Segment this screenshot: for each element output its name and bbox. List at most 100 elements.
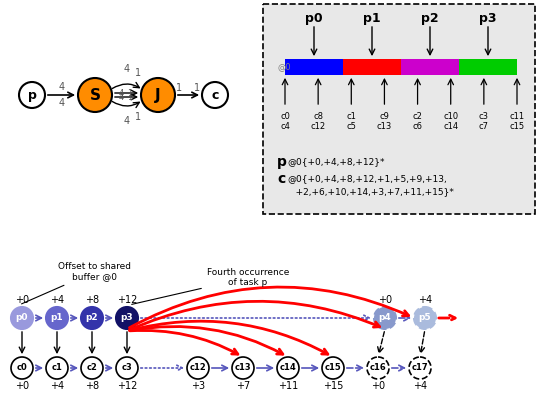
Text: p: p bbox=[27, 88, 37, 101]
Text: @0: @0 bbox=[277, 63, 291, 71]
Text: 4: 4 bbox=[119, 88, 124, 98]
Text: +4: +4 bbox=[50, 381, 64, 391]
Circle shape bbox=[78, 78, 112, 112]
Text: c12: c12 bbox=[189, 364, 207, 372]
Text: p0: p0 bbox=[305, 12, 323, 25]
Text: p3: p3 bbox=[479, 12, 497, 25]
Text: p1: p1 bbox=[363, 12, 381, 25]
Text: 1: 1 bbox=[194, 83, 200, 93]
Circle shape bbox=[409, 357, 431, 379]
Text: +8: +8 bbox=[85, 381, 99, 391]
Text: +0: +0 bbox=[378, 295, 392, 305]
Text: +4: +4 bbox=[418, 295, 432, 305]
Text: c: c bbox=[277, 172, 285, 186]
FancyBboxPatch shape bbox=[263, 4, 535, 214]
Text: c7: c7 bbox=[479, 121, 489, 131]
Text: p0: p0 bbox=[16, 314, 29, 322]
Text: +0: +0 bbox=[15, 295, 29, 305]
Circle shape bbox=[11, 307, 33, 329]
Text: 1: 1 bbox=[176, 83, 182, 93]
Text: c17: c17 bbox=[412, 364, 428, 372]
Text: c: c bbox=[211, 88, 218, 101]
Circle shape bbox=[46, 357, 68, 379]
Text: J: J bbox=[155, 88, 161, 103]
Text: +8: +8 bbox=[85, 295, 99, 305]
Text: c0: c0 bbox=[280, 111, 290, 121]
Text: c12: c12 bbox=[310, 121, 325, 131]
Text: 1: 1 bbox=[127, 93, 132, 101]
Text: p5: p5 bbox=[419, 314, 431, 322]
Text: p: p bbox=[277, 155, 287, 169]
Circle shape bbox=[81, 357, 103, 379]
Text: c10: c10 bbox=[443, 111, 458, 121]
Text: c0: c0 bbox=[17, 364, 27, 372]
Text: Fourth occurrence
of task p: Fourth occurrence of task p bbox=[132, 268, 289, 304]
Circle shape bbox=[414, 307, 436, 329]
Circle shape bbox=[116, 307, 138, 329]
Circle shape bbox=[19, 82, 45, 108]
Circle shape bbox=[81, 307, 103, 329]
Text: c5: c5 bbox=[346, 121, 356, 131]
Bar bbox=[401, 59, 459, 75]
Bar bbox=[285, 59, 343, 75]
Text: 4: 4 bbox=[123, 64, 130, 74]
Text: c2: c2 bbox=[413, 111, 422, 121]
Text: +15: +15 bbox=[323, 381, 343, 391]
Text: c6: c6 bbox=[413, 121, 422, 131]
Circle shape bbox=[46, 307, 68, 329]
Text: @0{+0,+4,+8,+12,+1,+5,+9,+13,: @0{+0,+4,+8,+12,+1,+5,+9,+13, bbox=[287, 174, 447, 183]
Text: c14: c14 bbox=[280, 364, 296, 372]
Text: 4: 4 bbox=[59, 82, 65, 92]
Text: c4: c4 bbox=[280, 121, 290, 131]
Text: +2,+6,+10,+14,+3,+7,+11,+15}*: +2,+6,+10,+14,+3,+7,+11,+15}* bbox=[287, 188, 454, 196]
Text: c2: c2 bbox=[87, 364, 97, 372]
Text: c3: c3 bbox=[479, 111, 489, 121]
Circle shape bbox=[187, 357, 209, 379]
Bar bbox=[343, 59, 401, 75]
Text: c1: c1 bbox=[346, 111, 356, 121]
Text: p3: p3 bbox=[121, 314, 133, 322]
Text: +3: +3 bbox=[191, 381, 205, 391]
Circle shape bbox=[374, 307, 396, 329]
Text: +11: +11 bbox=[278, 381, 298, 391]
Text: c1: c1 bbox=[52, 364, 62, 372]
Text: c3: c3 bbox=[122, 364, 132, 372]
Text: 1: 1 bbox=[127, 88, 132, 98]
Text: p2: p2 bbox=[421, 12, 439, 25]
Text: 4: 4 bbox=[119, 93, 124, 101]
Text: +7: +7 bbox=[236, 381, 250, 391]
Bar bbox=[459, 59, 517, 75]
Text: +0: +0 bbox=[371, 381, 385, 391]
Circle shape bbox=[141, 78, 175, 112]
Circle shape bbox=[11, 357, 33, 379]
Text: @0{+0,+4,+8,+12}*: @0{+0,+4,+8,+12}* bbox=[287, 158, 385, 166]
Text: c16: c16 bbox=[370, 364, 386, 372]
Text: c15: c15 bbox=[324, 364, 342, 372]
Text: c9: c9 bbox=[379, 111, 390, 121]
Circle shape bbox=[322, 357, 344, 379]
Text: +4: +4 bbox=[413, 381, 427, 391]
Text: 4: 4 bbox=[59, 98, 65, 108]
Text: 4: 4 bbox=[123, 116, 130, 126]
Circle shape bbox=[232, 357, 254, 379]
Text: c8: c8 bbox=[313, 111, 323, 121]
Text: S: S bbox=[89, 88, 101, 103]
Text: c11: c11 bbox=[509, 111, 525, 121]
Text: p2: p2 bbox=[86, 314, 98, 322]
Text: +4: +4 bbox=[50, 295, 64, 305]
Text: c13: c13 bbox=[377, 121, 392, 131]
Circle shape bbox=[202, 82, 228, 108]
Text: c15: c15 bbox=[509, 121, 525, 131]
Text: +12: +12 bbox=[117, 381, 137, 391]
Circle shape bbox=[116, 357, 138, 379]
Text: +12: +12 bbox=[117, 295, 137, 305]
Text: c13: c13 bbox=[235, 364, 251, 372]
Text: Offset to shared
buffer @0: Offset to shared buffer @0 bbox=[22, 262, 131, 304]
Text: 1: 1 bbox=[136, 112, 141, 122]
Text: p1: p1 bbox=[51, 314, 63, 322]
Circle shape bbox=[367, 357, 389, 379]
Text: p4: p4 bbox=[379, 314, 391, 322]
Text: c14: c14 bbox=[443, 121, 458, 131]
Circle shape bbox=[277, 357, 299, 379]
Text: 1: 1 bbox=[136, 68, 141, 78]
